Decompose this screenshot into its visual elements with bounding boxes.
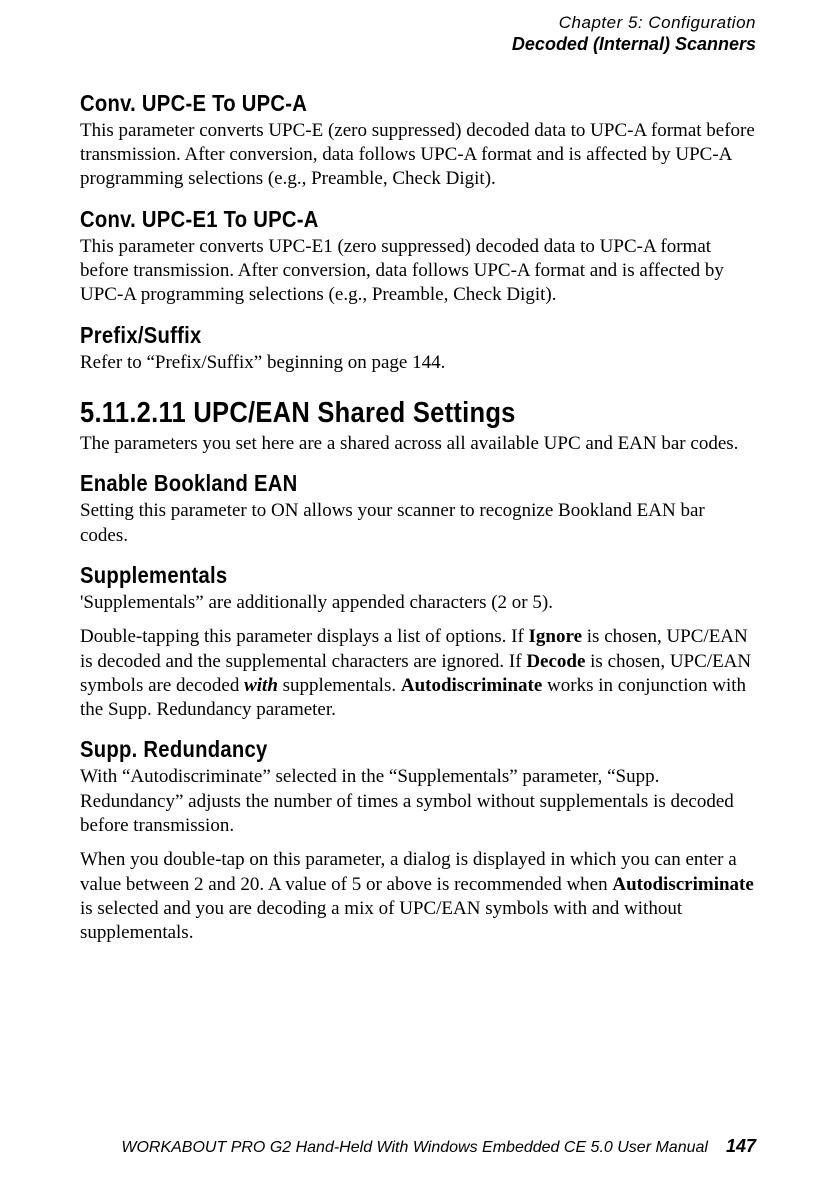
page-footer: WORKABOUT PRO G2 Hand-Held With Windows … — [121, 1136, 756, 1157]
bold-italic-with: with — [244, 675, 278, 696]
heading-prefix-suffix: Prefix/Suffix — [80, 322, 675, 349]
text: is selected and you are decoding a mix o… — [80, 898, 682, 943]
bold-ignore: Ignore — [529, 626, 582, 647]
page-header: Chapter 5: Configuration Decoded (Intern… — [80, 12, 756, 56]
heading-supplementals: Supplementals — [80, 562, 675, 589]
section-label: Decoded (Internal) Scanners — [80, 33, 756, 56]
heading-upc-ean-shared: 5.11.2.11 UPC/EAN Shared Settings — [80, 397, 675, 430]
text: supplementals. — [278, 675, 401, 696]
body-conv-upce: This parameter converts UPC-E (zero supp… — [80, 119, 756, 192]
bold-autodiscriminate: Autodiscriminate — [612, 874, 753, 895]
chapter-label: Chapter 5: Configuration — [80, 12, 756, 33]
body-bookland-ean: Setting this parameter to ON allows your… — [80, 499, 756, 548]
page: Chapter 5: Configuration Decoded (Intern… — [0, 0, 836, 1193]
body-supp-redundancy-1: With “Autodiscriminate” selected in the … — [80, 765, 756, 838]
heading-conv-upce: Conv. UPC-E To UPC-A — [80, 90, 675, 117]
body-prefix-suffix: Refer to “Prefix/Suffix” beginning on pa… — [80, 351, 756, 375]
heading-bookland-ean: Enable Bookland EAN — [80, 470, 675, 497]
page-number: 147 — [726, 1136, 756, 1156]
body-conv-upce1: This parameter converts UPC-E1 (zero sup… — [80, 235, 756, 308]
text: Double-tapping this parameter displays a… — [80, 626, 529, 647]
body-supplementals-2: Double-tapping this parameter displays a… — [80, 625, 756, 722]
footer-text: WORKABOUT PRO G2 Hand-Held With Windows … — [121, 1139, 708, 1156]
body-supplementals-1: 'Supplementals” are additionally appende… — [80, 591, 756, 615]
heading-supp-redundancy: Supp. Redundancy — [80, 736, 675, 763]
body-supp-redundancy-2: When you double-tap on this parameter, a… — [80, 848, 756, 945]
bold-decode: Decode — [526, 651, 585, 672]
body-upc-ean-shared: The parameters you set here are a shared… — [80, 432, 756, 456]
heading-conv-upce1: Conv. UPC-E1 To UPC-A — [80, 206, 675, 233]
bold-autodiscriminate: Autodiscriminate — [401, 675, 542, 696]
